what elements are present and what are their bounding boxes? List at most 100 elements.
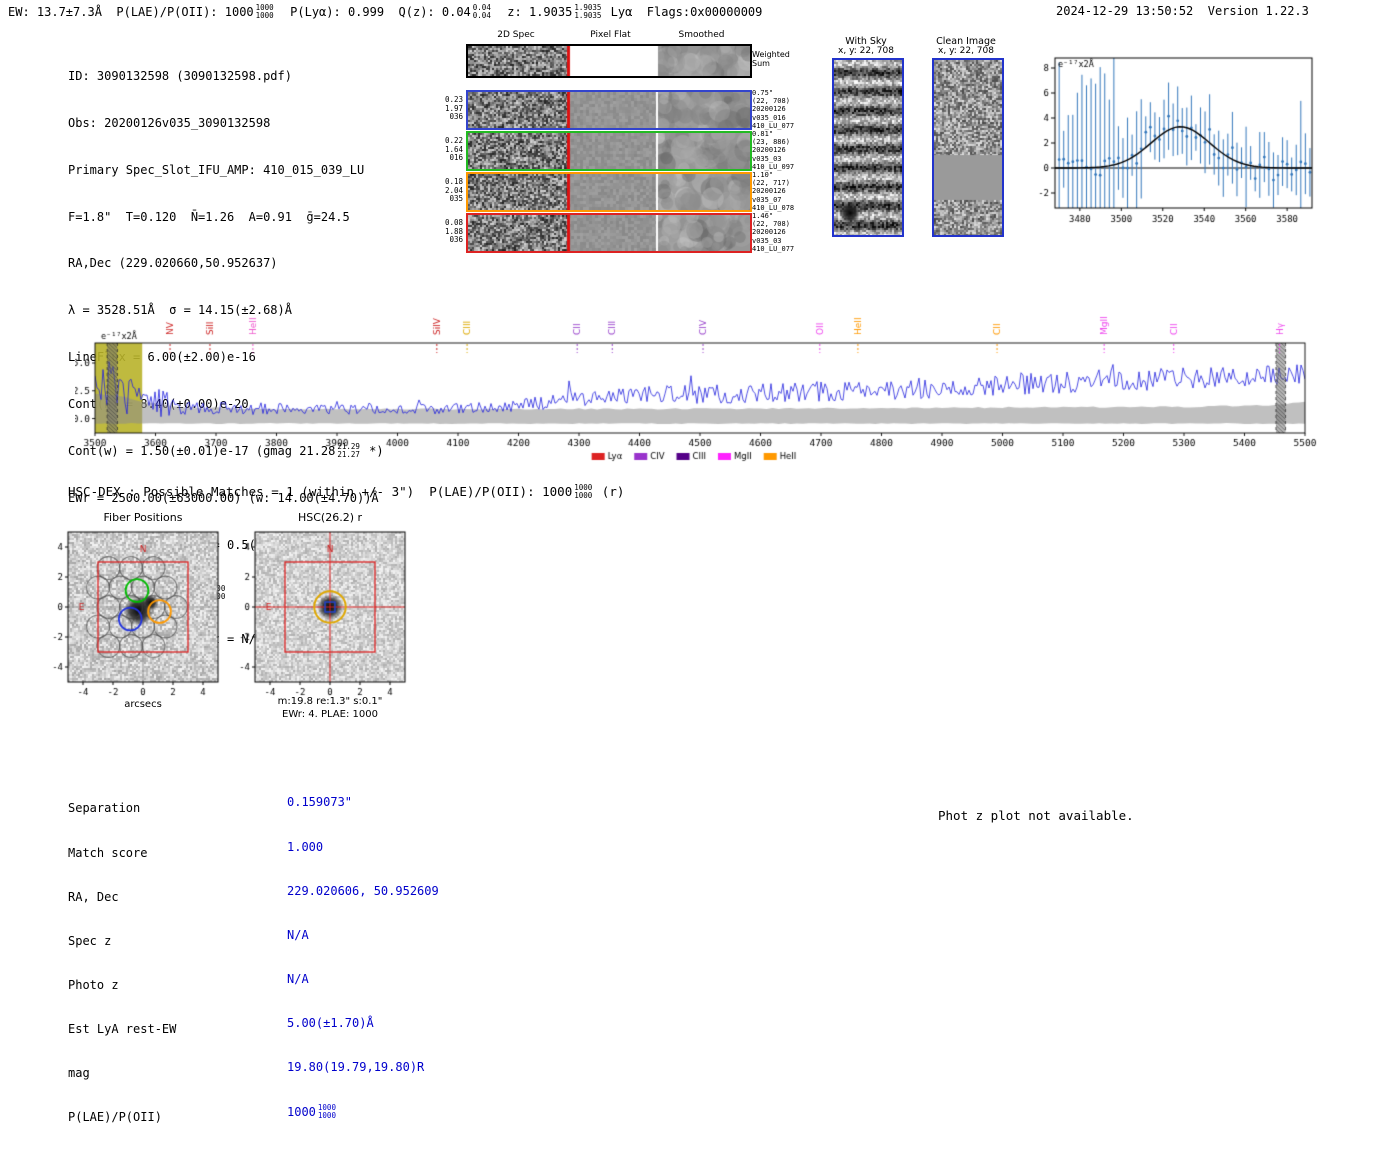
match-value-plae: 1000 1000 1000	[287, 1104, 439, 1120]
hsc-plae-lo: 1000	[574, 491, 593, 500]
row2-a4: v035_07	[752, 195, 782, 204]
hsc-plae-hi: 1000	[574, 483, 593, 493]
match-table-labels: Separation Match score RA, Dec Spec z Ph…	[68, 772, 176, 1154]
spec2d-row3-canvas	[466, 213, 752, 253]
row0-a2: (22, 708)	[752, 97, 790, 106]
hsc-plae-stack: 1000 1000	[574, 484, 592, 500]
qz-hi: 0.04	[472, 3, 491, 12]
spec2d-row1-values: 0.22 1.64 016	[440, 136, 463, 163]
row0-a1: 0.75"	[752, 89, 774, 97]
spec2d-header-pixelflat: Pixel Flat	[590, 30, 631, 40]
qz-lo: 0.04	[472, 10, 491, 20]
match-label-separation: Separation	[68, 801, 141, 816]
info-ifu: Primary Spec_Slot_IFU_AMP: 410_015_039_L…	[68, 162, 365, 177]
row3-a5: 410_LU_077	[752, 244, 795, 253]
clean-image-coords: x, y: 22, 708	[938, 46, 994, 56]
summary-flags: Lyα Flags:0x00000009	[603, 4, 763, 19]
row3-v2: 1.88	[444, 226, 463, 236]
row2-a2: (22, 717)	[752, 179, 790, 188]
z-hi: 1.9035	[574, 3, 602, 12]
weighted-sum-line2: Sum	[752, 59, 770, 68]
summary-line: EW: 13.7±7.3Å P(LAE)/P(OII): 1000 1000 100…	[8, 4, 762, 20]
row1-a4: v035_03	[752, 154, 782, 163]
hsc-ewr-label: EWr: 4. PLAE: 1000	[282, 709, 378, 720]
row2-a3: 20200126	[752, 187, 786, 196]
match-value-mag: 19.80(19.79,19.80)R	[287, 1060, 425, 1075]
hsc-cutout-plot	[217, 528, 409, 708]
match-value-specz: N/A	[287, 927, 309, 942]
row2-a5: 410_LU_078	[752, 203, 795, 212]
summary-plya-qz: P(Lyα): 0.999 Q(z): 0.04	[275, 4, 471, 19]
spec2d-header-2dspec: 2D Spec	[497, 30, 535, 40]
match-label-mag: mag	[68, 1066, 90, 1081]
match-value-ew: 5.00(±1.70)Å	[287, 1015, 374, 1030]
row3-a1: 1.46"	[752, 212, 774, 220]
weighted-sum-strip-canvas	[466, 44, 752, 78]
spec2d-row2-canvas	[466, 172, 752, 212]
match-plae-lo: 1000	[317, 1111, 336, 1121]
fiber-xlabel: arcsecs	[124, 699, 162, 710]
spec2d-row0-values: 0.23 1.97 036	[440, 95, 463, 122]
weighted-sum-label: Weighted Sum	[752, 50, 790, 68]
with-sky-coords: x, y: 22, 708	[838, 46, 894, 56]
row2-a1: 1.10"	[752, 171, 774, 179]
with-sky-title: With Sky	[845, 36, 887, 47]
row1-v2: 1.64	[444, 144, 463, 154]
qz-stack: 0.04 0.04	[473, 4, 491, 20]
z-stack: 1.9035 1.9035	[574, 4, 601, 20]
clean-image	[932, 58, 1004, 237]
spec2d-row2-values: 0.18 2.04 035	[440, 177, 463, 204]
z-lo: 1.9035	[574, 10, 602, 20]
match-value-photoz: N/A	[287, 971, 309, 986]
row2-v3: 035	[449, 194, 463, 204]
spec2d-header-smoothed: Smoothed	[678, 30, 725, 40]
info-ewr: EWr = 2500.00(±63000.00) (w: 14.00(±4.70…	[68, 491, 379, 506]
timestamp-version: 2024-12-29 13:50:52 Version 1.22.3	[1056, 4, 1309, 18]
match-value-score: 1.000	[287, 839, 324, 854]
match-label-ew: Est LyA rest-EW	[68, 1021, 177, 1036]
row3-a2: (22, 708)	[752, 220, 790, 229]
match-label-radec: RA, Dec	[68, 889, 119, 904]
row1-a5: 410_LU_097	[752, 162, 795, 171]
match-value-separation: 0.159073"	[287, 795, 353, 810]
match-label-photoz: Photo z	[68, 977, 119, 992]
row0-v1: 0.23	[444, 95, 463, 104]
match-label-score: Match score	[68, 845, 148, 860]
summary-z: z: 1.9035	[492, 4, 573, 19]
plae-ratio-stack: 1000 1000	[256, 4, 274, 20]
row3-a3: 20200126	[752, 228, 786, 237]
line-fit-plot	[1015, 46, 1320, 236]
match-label-specz: Spec z	[68, 933, 112, 948]
row0-a5: 410_LU_077	[752, 121, 795, 130]
row2-v2: 2.04	[444, 185, 463, 195]
match-value-radec: 229.020606, 50.952609	[287, 883, 439, 898]
with-sky-image	[832, 58, 904, 237]
spec2d-row3-values: 0.08 1.88 036	[440, 218, 463, 245]
row0-a3: 20200126	[752, 105, 786, 114]
spec2d-row1-annotation: 0.81" (23, 886) 20200126 v035_03 410_LU_097	[752, 130, 794, 171]
row1-v3: 016	[449, 153, 463, 163]
match-plae-hi: 1000	[317, 1103, 336, 1113]
row3-a4: v035_03	[752, 236, 782, 245]
row1-a1: 0.81"	[752, 130, 774, 138]
plae-hi: 1000	[255, 3, 274, 12]
summary-ew-plae: EW: 13.7±7.3Å P(LAE)/P(OII): 1000	[8, 4, 254, 19]
full-spectrum-plot	[75, 293, 1320, 468]
hsc-cutout-title: HSC(26.2) r	[297, 511, 363, 524]
photz-note: Phot z plot not available.	[938, 808, 1134, 823]
match-table-values: 0.159073" 1.000 229.020606, 50.952609 N/…	[287, 766, 439, 1149]
row3-v1: 0.08	[444, 218, 463, 227]
info-id: ID: 3090132598 (3090132598.pdf)	[68, 69, 292, 84]
row1-v1: 0.22	[444, 136, 463, 145]
hsc-dex-text: HSC-DEX : Possible Matches = 1 (within +…	[68, 484, 573, 499]
elixer-report-page: EW: 13.7±7.3Å P(LAE)/P(OII): 1000 1000 100…	[8, 3, 1320, 1125]
plae-lo: 1000	[255, 10, 274, 20]
row1-a3: 20200126	[752, 146, 786, 155]
spec2d-row1-canvas	[466, 131, 752, 171]
clean-image-title: Clean Image	[936, 36, 996, 47]
weighted-sum-line1: Weighted	[752, 50, 790, 59]
row2-v1: 0.18	[444, 177, 463, 186]
fiber-positions-title: Fiber Positions	[103, 511, 183, 524]
hsc-dex-band: (r)	[594, 484, 625, 499]
spec2d-row0-canvas	[466, 90, 752, 130]
